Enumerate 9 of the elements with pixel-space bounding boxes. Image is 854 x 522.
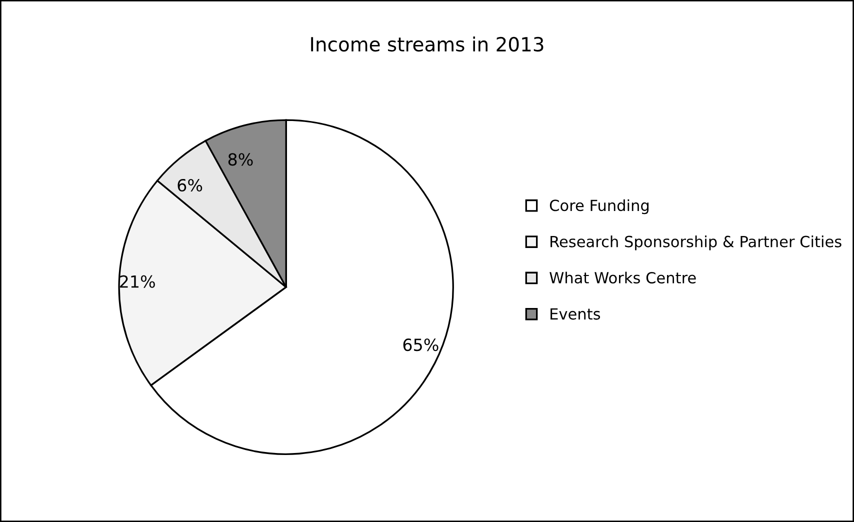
legend-label: Research Sponsorship & Partner Cities <box>550 236 842 250</box>
data-label: 8% <box>228 153 253 166</box>
chart-title: Income streams in 2013 <box>311 36 544 52</box>
legend-label: Events <box>550 308 600 320</box>
data-label: 65% <box>403 338 438 352</box>
legend-label: Core Funding <box>550 199 649 214</box>
data-label: 6% <box>178 178 202 192</box>
legend-label: What Works Centre <box>550 272 696 284</box>
data-label: 21% <box>120 275 155 288</box>
